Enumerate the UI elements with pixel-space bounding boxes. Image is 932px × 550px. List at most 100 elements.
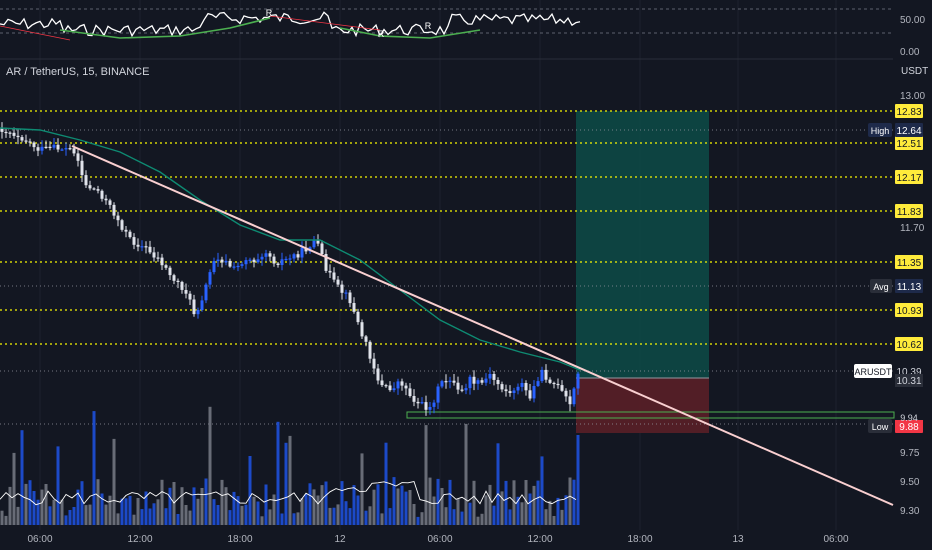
- level-price-label[interactable]: 12.83: [896, 107, 921, 118]
- candle-body[interactable]: [200, 300, 204, 310]
- candle-body[interactable]: [68, 148, 72, 150]
- horizontal-levels[interactable]: [0, 110, 895, 425]
- candle-body[interactable]: [428, 407, 432, 410]
- candle-body[interactable]: [544, 369, 548, 380]
- candle-body[interactable]: [496, 380, 500, 385]
- candle-body[interactable]: [464, 388, 468, 391]
- candle-body[interactable]: [304, 247, 308, 252]
- candle-body[interactable]: [12, 132, 16, 136]
- candle-body[interactable]: [532, 386, 536, 399]
- low-value-badge[interactable]: [895, 419, 923, 433]
- candle-body[interactable]: [384, 385, 388, 387]
- candle-body[interactable]: [0, 128, 4, 132]
- candle-body[interactable]: [376, 368, 380, 381]
- candle-body[interactable]: [412, 396, 416, 402]
- avg-value-badge[interactable]: [895, 279, 923, 293]
- position-zones[interactable]: [576, 111, 709, 433]
- candle-body[interactable]: [372, 358, 376, 369]
- candle-body[interactable]: [512, 390, 516, 394]
- candle-body[interactable]: [456, 382, 460, 390]
- candle-body[interactable]: [432, 402, 436, 407]
- candle-body[interactable]: [420, 402, 424, 404]
- support-box[interactable]: [406, 411, 895, 419]
- candle-body[interactable]: [264, 253, 268, 257]
- candle-body[interactable]: [300, 247, 304, 258]
- candle-body[interactable]: [236, 265, 240, 268]
- candle-body[interactable]: [352, 303, 356, 312]
- candle-body[interactable]: [360, 322, 364, 337]
- level-price-badge[interactable]: [895, 104, 923, 118]
- candle-body[interactable]: [440, 381, 444, 387]
- candle-body[interactable]: [228, 260, 232, 267]
- candle-body[interactable]: [32, 142, 36, 148]
- level-price-label[interactable]: 12.17: [896, 173, 921, 184]
- candle-body[interactable]: [204, 284, 208, 301]
- candle-body[interactable]: [144, 246, 148, 248]
- candle-body[interactable]: [20, 137, 24, 141]
- low-tag-bg[interactable]: [868, 419, 892, 433]
- candle-body[interactable]: [196, 310, 200, 315]
- candle-body[interactable]: [44, 146, 48, 148]
- candle-body[interactable]: [316, 240, 320, 244]
- candle-body[interactable]: [452, 380, 456, 383]
- candle-body[interactable]: [140, 246, 144, 248]
- candle-body[interactable]: [112, 204, 116, 216]
- candle-body[interactable]: [336, 279, 340, 285]
- candle-body[interactable]: [248, 259, 252, 261]
- candle-body[interactable]: [364, 336, 368, 342]
- candle-body[interactable]: [392, 388, 396, 391]
- candle-body[interactable]: [244, 260, 248, 265]
- candle-body[interactable]: [404, 385, 408, 389]
- candle-body[interactable]: [476, 380, 480, 384]
- candle-body[interactable]: [96, 189, 100, 191]
- candle-body[interactable]: [448, 380, 452, 382]
- candle-body[interactable]: [72, 148, 76, 154]
- candle-body[interactable]: [224, 260, 228, 263]
- candle-body[interactable]: [416, 401, 420, 404]
- candle-body[interactable]: [292, 254, 296, 259]
- ticker-value-label[interactable]: 10.39: [896, 367, 921, 378]
- candle-body[interactable]: [572, 388, 576, 405]
- candle-body[interactable]: [520, 383, 524, 387]
- high-value-badge[interactable]: [895, 123, 923, 137]
- candle-body[interactable]: [176, 280, 180, 282]
- candle-body[interactable]: [160, 257, 164, 266]
- candle-body[interactable]: [484, 378, 488, 383]
- candle-body[interactable]: [84, 175, 88, 186]
- candle-body[interactable]: [120, 220, 124, 230]
- candle-body[interactable]: [172, 275, 176, 281]
- candle-body[interactable]: [444, 381, 448, 383]
- candle-body[interactable]: [480, 380, 484, 383]
- candle-body[interactable]: [332, 272, 336, 280]
- stop-loss-zone[interactable]: [576, 378, 709, 433]
- candle-body[interactable]: [340, 284, 344, 293]
- candle-body[interactable]: [500, 384, 504, 390]
- trend-line[interactable]: [71, 145, 894, 506]
- level-price-badge[interactable]: [895, 204, 923, 218]
- candle-body[interactable]: [4, 131, 8, 134]
- level-price-label[interactable]: 10.62: [896, 340, 921, 351]
- candle-body[interactable]: [344, 292, 348, 294]
- low-value-label[interactable]: 9.88: [899, 422, 919, 433]
- candle-body[interactable]: [388, 385, 392, 391]
- candle-body[interactable]: [148, 246, 152, 253]
- high-tag-label[interactable]: High: [871, 126, 890, 136]
- candle-body[interactable]: [492, 374, 496, 380]
- candle-body[interactable]: [472, 376, 476, 384]
- candle-body[interactable]: [116, 215, 120, 221]
- candle-body[interactable]: [556, 383, 560, 386]
- candle-body[interactable]: [188, 293, 192, 300]
- candle-body[interactable]: [536, 381, 540, 386]
- candle-body[interactable]: [296, 254, 300, 258]
- candle-body[interactable]: [380, 380, 384, 386]
- candle-body[interactable]: [64, 148, 68, 150]
- candle-body[interactable]: [216, 259, 220, 262]
- candle-body[interactable]: [124, 229, 128, 232]
- candle-body[interactable]: [152, 252, 156, 258]
- candle-body[interactable]: [408, 388, 412, 396]
- candle-body[interactable]: [104, 198, 108, 201]
- candle-body[interactable]: [348, 292, 352, 304]
- ticker-tag-label[interactable]: ARUSDT: [854, 367, 892, 377]
- candle-body[interactable]: [568, 396, 572, 405]
